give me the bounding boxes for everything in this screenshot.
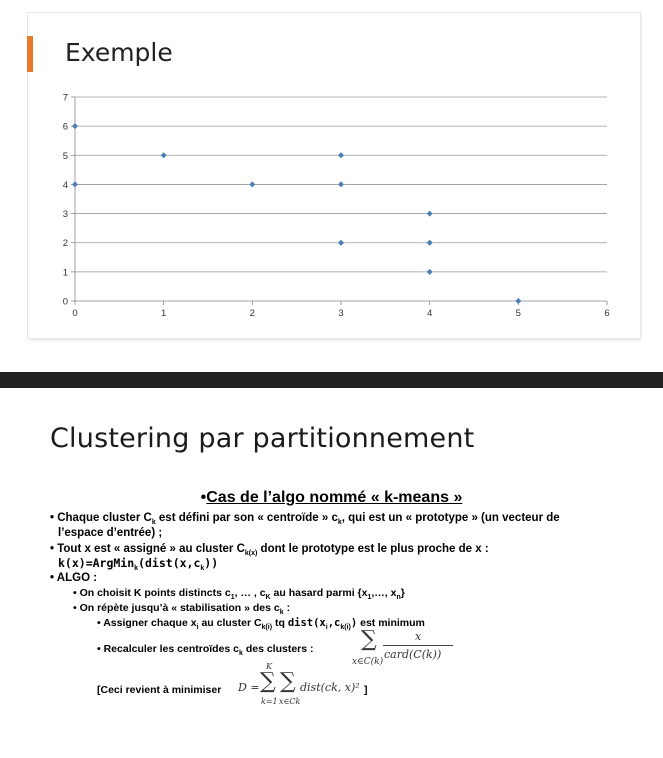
fraction-bar bbox=[383, 645, 453, 646]
objective-inner-index: x∈Ck bbox=[279, 697, 301, 706]
bullet-cluster-definition: • Chaque cluster Ck est défini par son «… bbox=[50, 512, 560, 526]
y-tick-label: 5 bbox=[63, 151, 68, 162]
data-point bbox=[72, 123, 78, 130]
data-point bbox=[426, 268, 433, 275]
scatter-chart: 0 1 2 3 4 5 6 7 0 1 2 3 4 5 6 bbox=[63, 93, 610, 320]
x-tick-label: 0 bbox=[72, 308, 77, 319]
bullet-repeat: • On répète jusqu’à « stabilisation » de… bbox=[73, 602, 291, 616]
data-point bbox=[249, 181, 256, 188]
bullet-algo: • ALGO : bbox=[50, 572, 98, 584]
slide-divider bbox=[0, 372, 663, 388]
minimise-note: [Ceci revient à minimiser bbox=[97, 684, 222, 696]
objective-outer-index: k=1 bbox=[261, 697, 278, 706]
bullet-argmin: k(x)=ArgMink(dist(x,ck)) bbox=[58, 556, 219, 572]
bullet-assign-step: • Assigner chaque xi au cluster Ck(i) tq… bbox=[97, 617, 425, 631]
data-point bbox=[338, 181, 344, 188]
centroid-sum-sign: ∑ bbox=[361, 627, 377, 652]
data-point bbox=[426, 239, 433, 246]
x-tick-label: 5 bbox=[516, 308, 521, 319]
data-point bbox=[515, 298, 522, 304]
y-tick-label: 4 bbox=[63, 180, 68, 191]
bullet-cluster-definition-cont: l’espace d’entrée) ; bbox=[58, 527, 163, 539]
y-tick-label: 1 bbox=[63, 267, 68, 278]
minimise-close: ] bbox=[364, 684, 368, 696]
y-tick-label: 2 bbox=[63, 238, 68, 249]
data-point bbox=[426, 210, 433, 217]
y-tick-label: 6 bbox=[63, 122, 68, 133]
bullet-assignment: • Tout x est « assigné » au cluster Ck(x… bbox=[50, 543, 489, 557]
centroid-sum-index: x∈C(k) bbox=[352, 657, 384, 667]
slide-example bbox=[28, 13, 640, 338]
data-point bbox=[72, 181, 78, 188]
objective-outer-top: K bbox=[266, 662, 272, 671]
centroid-numerator: x bbox=[415, 630, 422, 643]
x-tick-label: 3 bbox=[338, 308, 343, 319]
bullet-init-centroids: • On choisit K points distincts c1, … , … bbox=[73, 587, 405, 601]
centroid-denominator: card(C(k)) bbox=[384, 648, 442, 661]
data-point bbox=[338, 152, 344, 159]
objective-outer-sum: ∑ bbox=[260, 669, 276, 694]
data-point bbox=[338, 239, 344, 246]
subheading: •Cas de l’algo nommé « k-means » bbox=[200, 489, 463, 506]
slide-title-clustering: Clustering par partitionnement bbox=[50, 423, 475, 454]
objective-lhs: D = bbox=[238, 681, 260, 694]
x-tick-label: 4 bbox=[427, 308, 432, 319]
slide-title-example: Exemple bbox=[65, 38, 173, 67]
bullet-recompute-step: • Recalculer les centroïdes ck des clust… bbox=[97, 643, 314, 657]
objective-term: dist(ck, x)² bbox=[300, 681, 360, 694]
x-tick-label: 2 bbox=[250, 308, 255, 319]
y-tick-label: 7 bbox=[63, 93, 68, 104]
data-point bbox=[160, 152, 167, 159]
objective-inner-sum: ∑ bbox=[280, 669, 296, 694]
x-tick-label: 6 bbox=[604, 308, 609, 319]
y-tick-label: 0 bbox=[63, 297, 68, 308]
title-accent-bar bbox=[27, 36, 33, 72]
y-tick-label: 3 bbox=[63, 209, 68, 220]
x-tick-label: 1 bbox=[161, 308, 166, 319]
